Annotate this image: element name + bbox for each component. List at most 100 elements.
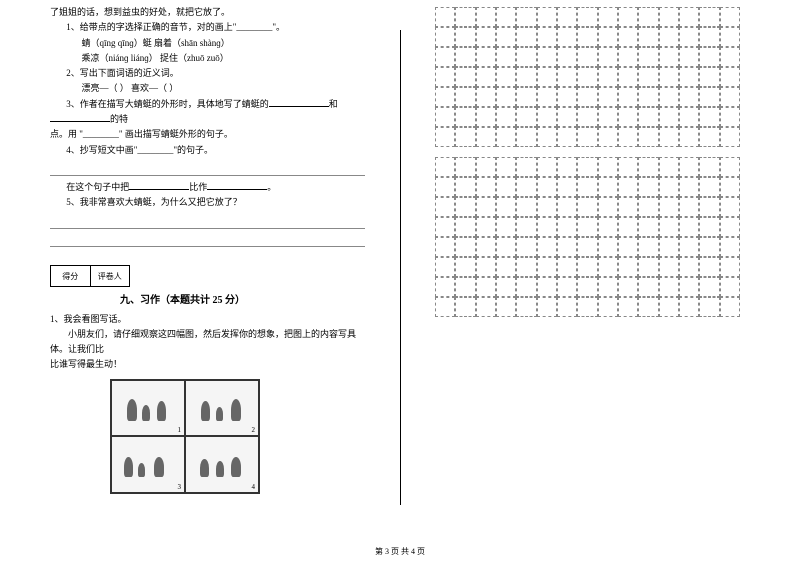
writing-cell[interactable] xyxy=(659,7,679,27)
writing-cell[interactable] xyxy=(598,197,618,217)
writing-cell[interactable] xyxy=(537,27,557,47)
writing-cell[interactable] xyxy=(537,47,557,67)
writing-cell[interactable] xyxy=(455,217,475,237)
writing-cell[interactable] xyxy=(476,297,496,317)
writing-cell[interactable] xyxy=(516,217,536,237)
writing-cell[interactable] xyxy=(557,177,577,197)
writing-cell[interactable] xyxy=(659,257,679,277)
writing-cell[interactable] xyxy=(598,157,618,177)
writing-cell[interactable] xyxy=(476,177,496,197)
writing-cell[interactable] xyxy=(720,297,740,317)
writing-cell[interactable] xyxy=(516,277,536,297)
writing-cell[interactable] xyxy=(537,217,557,237)
writing-cell[interactable] xyxy=(496,297,516,317)
writing-cell[interactable] xyxy=(455,107,475,127)
writing-cell[interactable] xyxy=(618,217,638,237)
writing-cell[interactable] xyxy=(455,237,475,257)
writing-cell[interactable] xyxy=(659,87,679,107)
writing-cell[interactable] xyxy=(598,7,618,27)
writing-cell[interactable] xyxy=(476,67,496,87)
writing-cell[interactable] xyxy=(435,157,455,177)
writing-cell[interactable] xyxy=(638,157,658,177)
blank[interactable] xyxy=(50,113,110,122)
writing-cell[interactable] xyxy=(577,127,597,147)
writing-cell[interactable] xyxy=(720,127,740,147)
writing-cell[interactable] xyxy=(537,177,557,197)
writing-cell[interactable] xyxy=(618,47,638,67)
writing-cell[interactable] xyxy=(435,47,455,67)
writing-cell[interactable] xyxy=(435,127,455,147)
writing-cell[interactable] xyxy=(598,177,618,197)
writing-cell[interactable] xyxy=(699,67,719,87)
writing-cell[interactable] xyxy=(699,27,719,47)
writing-cell[interactable] xyxy=(720,27,740,47)
writing-cell[interactable] xyxy=(659,67,679,87)
writing-cell[interactable] xyxy=(435,67,455,87)
writing-cell[interactable] xyxy=(435,277,455,297)
writing-cell[interactable] xyxy=(679,127,699,147)
writing-cell[interactable] xyxy=(435,107,455,127)
writing-cell[interactable] xyxy=(557,297,577,317)
writing-cell[interactable] xyxy=(679,217,699,237)
writing-cell[interactable] xyxy=(537,127,557,147)
writing-cell[interactable] xyxy=(720,47,740,67)
writing-cell[interactable] xyxy=(598,297,618,317)
writing-cell[interactable] xyxy=(496,197,516,217)
writing-cell[interactable] xyxy=(476,107,496,127)
blank[interactable] xyxy=(129,181,189,190)
writing-cell[interactable] xyxy=(679,297,699,317)
writing-cell[interactable] xyxy=(516,197,536,217)
writing-cell[interactable] xyxy=(435,27,455,47)
writing-cell[interactable] xyxy=(577,237,597,257)
writing-cell[interactable] xyxy=(496,107,516,127)
writing-cell[interactable] xyxy=(577,7,597,27)
writing-cell[interactable] xyxy=(476,157,496,177)
writing-cell[interactable] xyxy=(659,127,679,147)
writing-cell[interactable] xyxy=(455,197,475,217)
writing-cell[interactable] xyxy=(577,67,597,87)
writing-cell[interactable] xyxy=(699,257,719,277)
writing-cell[interactable] xyxy=(577,177,597,197)
writing-cell[interactable] xyxy=(699,237,719,257)
writing-cell[interactable] xyxy=(598,127,618,147)
writing-cell[interactable] xyxy=(455,277,475,297)
writing-cell[interactable] xyxy=(516,67,536,87)
writing-cell[interactable] xyxy=(679,157,699,177)
writing-cell[interactable] xyxy=(598,237,618,257)
writing-cell[interactable] xyxy=(577,157,597,177)
writing-cell[interactable] xyxy=(557,47,577,67)
writing-cell[interactable] xyxy=(618,297,638,317)
writing-cell[interactable] xyxy=(598,87,618,107)
writing-cell[interactable] xyxy=(476,277,496,297)
writing-cell[interactable] xyxy=(435,87,455,107)
writing-cell[interactable] xyxy=(638,47,658,67)
writing-cell[interactable] xyxy=(618,27,638,47)
writing-cell[interactable] xyxy=(496,237,516,257)
writing-cell[interactable] xyxy=(455,297,475,317)
writing-cell[interactable] xyxy=(455,177,475,197)
writing-cell[interactable] xyxy=(476,27,496,47)
writing-cell[interactable] xyxy=(557,107,577,127)
writing-cell[interactable] xyxy=(618,177,638,197)
writing-cell[interactable] xyxy=(496,177,516,197)
writing-cell[interactable] xyxy=(618,67,638,87)
writing-cell[interactable] xyxy=(598,107,618,127)
writing-cell[interactable] xyxy=(557,217,577,237)
writing-cell[interactable] xyxy=(557,127,577,147)
writing-cell[interactable] xyxy=(720,277,740,297)
writing-cell[interactable] xyxy=(598,27,618,47)
writing-cell[interactable] xyxy=(618,127,638,147)
writing-cell[interactable] xyxy=(679,7,699,27)
writing-cell[interactable] xyxy=(679,87,699,107)
writing-cell[interactable] xyxy=(577,47,597,67)
writing-cell[interactable] xyxy=(598,257,618,277)
writing-cell[interactable] xyxy=(435,257,455,277)
writing-cell[interactable] xyxy=(537,157,557,177)
writing-cell[interactable] xyxy=(638,177,658,197)
writing-cell[interactable] xyxy=(618,157,638,177)
writing-cell[interactable] xyxy=(455,127,475,147)
writing-cell[interactable] xyxy=(577,217,597,237)
writing-cell[interactable] xyxy=(435,217,455,237)
writing-cell[interactable] xyxy=(679,257,699,277)
writing-cell[interactable] xyxy=(557,27,577,47)
